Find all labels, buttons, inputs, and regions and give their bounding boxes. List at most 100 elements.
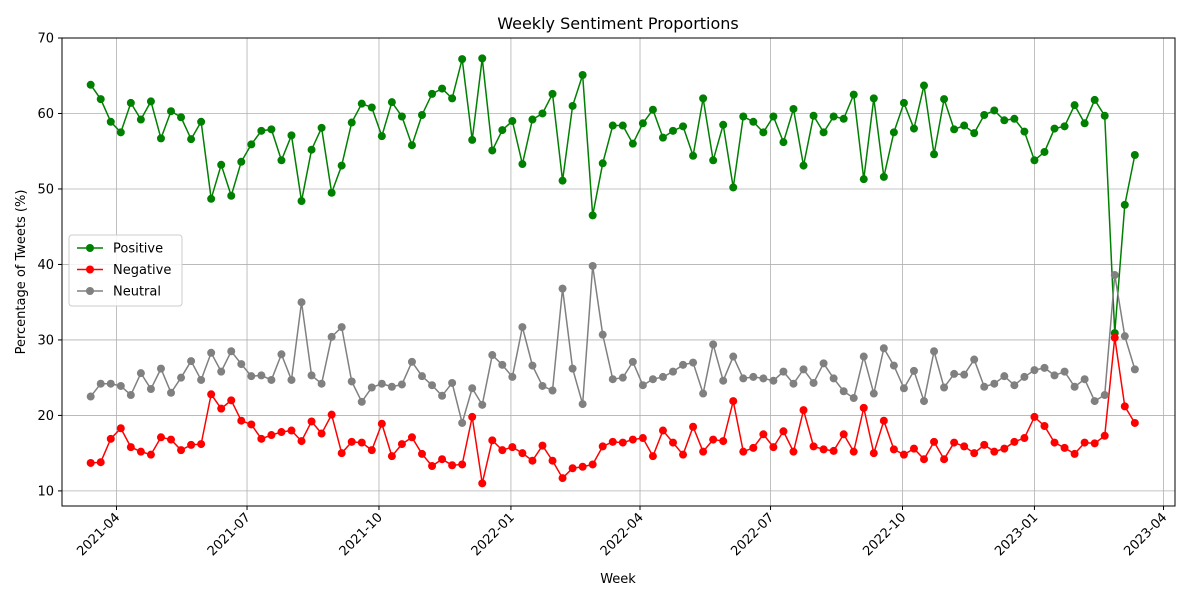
- negative-point: [839, 430, 848, 439]
- neutral-point: [217, 367, 226, 376]
- neutral-point: [669, 367, 677, 376]
- positive-point: [538, 109, 547, 118]
- negative-point: [1020, 434, 1029, 443]
- neutral-point: [468, 384, 477, 393]
- negative-point: [458, 460, 467, 469]
- negative-point: [909, 444, 918, 453]
- negative-point: [689, 422, 698, 431]
- neutral-point: [869, 389, 878, 398]
- negative-point: [367, 446, 376, 455]
- neutral-point: [709, 340, 718, 349]
- neutral-point: [1070, 382, 1079, 391]
- positive-point: [167, 107, 176, 116]
- negative-point: [528, 456, 537, 465]
- positive-point: [156, 134, 165, 143]
- negative-point: [899, 450, 908, 459]
- negative-point: [297, 437, 306, 446]
- neutral-point: [1000, 372, 1009, 381]
- positive-point: [96, 95, 105, 104]
- negative-point: [719, 437, 728, 446]
- positive-point: [1070, 101, 1079, 110]
- neutral-point: [889, 361, 898, 370]
- neutral-point: [940, 383, 949, 392]
- neutral-point: [438, 391, 447, 400]
- negative-point: [849, 447, 858, 456]
- negative-point: [407, 433, 416, 442]
- neutral-point: [1120, 332, 1129, 341]
- legend-neutral-marker: [86, 287, 94, 295]
- neutral-point: [528, 361, 537, 370]
- positive-point: [528, 115, 537, 124]
- legend-positive-marker: [86, 244, 94, 252]
- positive-point: [819, 128, 828, 137]
- negative-point: [658, 426, 667, 435]
- neutral-point: [920, 397, 928, 406]
- positive-point: [1040, 147, 1049, 156]
- legend-positive-label: Positive: [113, 242, 163, 257]
- neutral-point: [809, 378, 818, 387]
- positive-point: [518, 160, 527, 169]
- neutral-point: [247, 372, 256, 381]
- positive-point: [407, 141, 416, 150]
- neutral-point: [367, 383, 376, 392]
- positive-point: [618, 121, 627, 130]
- negative-point: [146, 450, 155, 459]
- negative-point: [829, 446, 838, 455]
- neutral-point: [377, 379, 386, 388]
- legend: Positive Negative Neutral: [68, 234, 183, 307]
- positive-point: [568, 101, 577, 110]
- positive-point: [136, 115, 145, 124]
- negative-point: [167, 435, 176, 444]
- negative-point: [980, 440, 989, 449]
- positive-point: [317, 123, 326, 132]
- negative-point: [187, 440, 196, 449]
- neutral-point: [1020, 372, 1029, 381]
- positive-point: [719, 120, 728, 129]
- positive-point: [799, 161, 808, 170]
- neutral-point: [759, 374, 768, 383]
- positive-point: [588, 211, 597, 220]
- negative-point: [116, 424, 125, 433]
- positive-point: [237, 157, 246, 166]
- neutral-point: [638, 381, 647, 390]
- negative-point: [428, 461, 437, 470]
- neutral-point: [749, 372, 758, 381]
- negative-point: [960, 442, 969, 451]
- neutral-point: [789, 379, 798, 388]
- neutral-point: [849, 394, 858, 403]
- negative-point: [679, 450, 688, 459]
- neutral-point: [227, 347, 236, 356]
- neutral-point: [287, 375, 296, 384]
- positive-point: [247, 140, 256, 149]
- negative-point: [819, 445, 828, 454]
- neutral-point: [568, 364, 577, 373]
- positive-point: [1030, 156, 1039, 165]
- positive-point: [468, 135, 477, 144]
- positive-point: [709, 156, 718, 165]
- negative-point: [930, 437, 939, 446]
- positive-point: [909, 124, 918, 133]
- neutral-point: [458, 418, 467, 427]
- negative-point: [377, 419, 386, 428]
- positive-point: [488, 146, 497, 155]
- positive-point: [889, 128, 898, 137]
- negative-point: [197, 440, 206, 449]
- neutral-point: [297, 298, 306, 307]
- positive-point: [207, 194, 216, 203]
- neutral-point: [156, 364, 165, 373]
- negative-point: [387, 452, 396, 461]
- grid: [62, 37, 1175, 506]
- negative-point: [1100, 431, 1109, 440]
- negative-point: [588, 460, 597, 469]
- neutral-point: [879, 344, 888, 353]
- neutral-point: [1040, 363, 1049, 372]
- positive-series: [86, 54, 1139, 338]
- positive-point: [859, 175, 868, 184]
- negative-point: [940, 455, 949, 464]
- neutral-point: [518, 323, 527, 332]
- neutral-series: [86, 261, 1139, 427]
- neutral-point: [177, 373, 186, 382]
- neutral-point: [1060, 367, 1069, 376]
- negative-point: [347, 437, 356, 446]
- neutral-point: [307, 371, 316, 380]
